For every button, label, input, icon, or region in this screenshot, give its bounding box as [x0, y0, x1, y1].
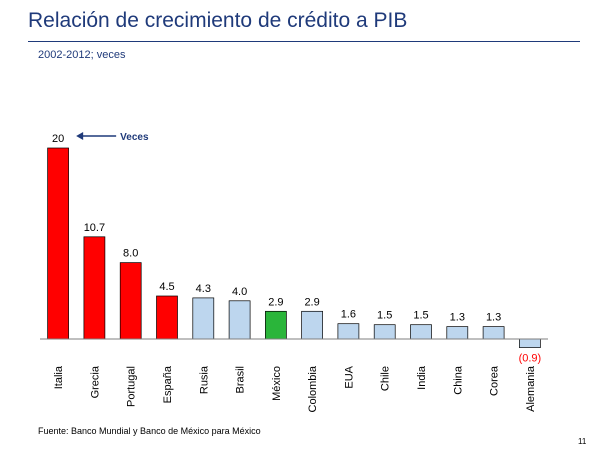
value-label-corea: 1.3: [486, 312, 501, 324]
category-label-brasil: Brasil: [235, 366, 247, 394]
bar-chile: [373, 324, 396, 340]
category-label-rusia: Rusia: [198, 365, 210, 394]
source-note: Fuente: Banco Mundial y Banco de México …: [38, 426, 261, 436]
page-number: 11: [578, 437, 587, 446]
category-label-portugal: Portugal: [126, 366, 138, 407]
bar-colombia: [301, 310, 323, 340]
bar-mexico: [265, 310, 287, 340]
category-label-eua: EUA: [343, 365, 355, 388]
category-label-mexico: México: [271, 366, 283, 401]
category-label-alemania: Alemania: [525, 365, 537, 412]
category-labels-group: Italia Grecia Portugal España Rusia Brasil Méx…: [53, 365, 537, 412]
slide-title: Relación de crecimiento de crédito a PIB: [28, 9, 408, 32]
value-label-espana: 4.5: [159, 281, 174, 293]
category-label-colombia: Colombia: [307, 365, 319, 412]
category-label-corea: Corea: [489, 365, 501, 396]
bar-china: [446, 326, 469, 340]
category-label-italia: Italia: [53, 365, 65, 389]
title-divider: [28, 41, 580, 42]
bar-alemania: [519, 338, 541, 348]
value-label-rusia: 4.3: [196, 283, 211, 295]
value-label-italia: 20: [52, 133, 64, 145]
bar-grecia: [83, 236, 106, 340]
annotation-arrow-head: [76, 132, 84, 140]
value-label-mexico: 2.9: [268, 296, 283, 308]
bar-india: [410, 324, 432, 340]
value-label-portugal: 8.0: [123, 248, 138, 260]
bar-eua: [337, 323, 360, 340]
value-label-india: 1.5: [413, 310, 428, 322]
chart-subtitle: 2002-2012; veces: [38, 49, 126, 61]
bar-portugal: [119, 262, 142, 340]
bar-rusia: [192, 297, 215, 340]
value-label-eua: 1.6: [341, 309, 356, 321]
category-label-chile: Chile: [380, 366, 392, 391]
bar-espana: [156, 295, 178, 340]
value-label-alemania: (0.9): [519, 353, 542, 365]
value-label-colombia: 2.9: [304, 296, 319, 308]
annotation-group: Veces: [76, 132, 149, 143]
category-label-india: India: [416, 365, 428, 390]
value-label-china: 1.3: [450, 312, 465, 324]
annotation-label: Veces: [120, 132, 149, 143]
bar-corea: [482, 326, 505, 340]
value-labels-group: 20 10.7 8.0 4.5 4.3 4.0 2.9 2.9 1.6 1.5 1.5 1.3 1.3 (…: [52, 133, 541, 365]
bar-brasil: [228, 300, 251, 340]
category-label-espana: España: [162, 365, 174, 403]
value-label-grecia: 10.7: [84, 222, 105, 234]
category-label-china: China: [452, 365, 464, 395]
bar-italia: [47, 147, 69, 340]
category-label-grecia: Grecia: [89, 365, 101, 398]
value-label-chile: 1.5: [377, 310, 392, 322]
bars-group: [47, 147, 541, 348]
value-label-brasil: 4.0: [232, 286, 247, 298]
